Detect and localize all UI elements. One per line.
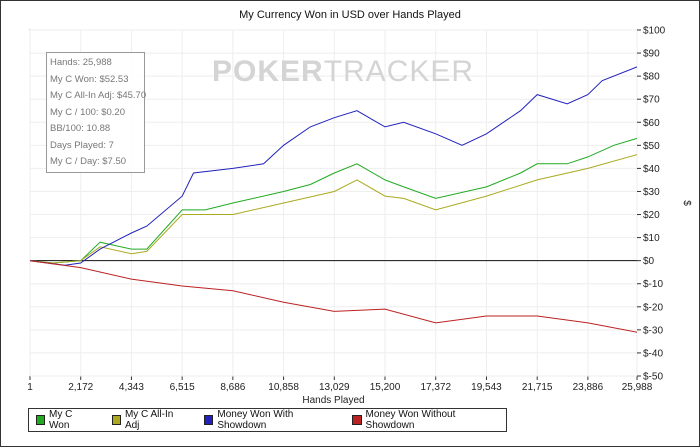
legend-item: My C All-In Adj [111, 409, 182, 431]
y-tick-label: $0 [643, 256, 655, 267]
stat-days: Days Played: 7 [50, 139, 114, 151]
series-line-money-won-without-showdown [29, 260, 638, 333]
series-line-my-c-won [29, 137, 638, 264]
stat-hands: Hands: 25,988 [50, 57, 112, 68]
legend-swatch [36, 415, 46, 425]
legend-item: My C Won [36, 409, 90, 431]
y-tick-label: $90 [643, 49, 660, 60]
x-tick-label: 13,029 [319, 382, 350, 393]
y-tick-label: $100 [643, 26, 666, 37]
x-tick-label: 21,715 [522, 382, 553, 393]
y-tick-label: $20 [643, 210, 660, 221]
x-axis-label: Hands Played [302, 395, 364, 406]
legend-item: Money Won Without Showdown [352, 409, 491, 431]
x-tick-label: 4,343 [119, 382, 144, 393]
x-tick-label: 1 [27, 382, 33, 393]
stat-per-day: My C / Day: $7.50 [50, 156, 127, 167]
y-tick-label: $30 [643, 187, 660, 198]
legend-swatch [204, 415, 214, 425]
chart-title: My Currency Won in USD over Hands Played [239, 9, 461, 21]
x-tick-label: 23,886 [573, 382, 604, 393]
legend-item: Money Won With Showdown [204, 409, 330, 431]
x-tick-label: 17,372 [420, 382, 451, 393]
series-line-my-c-all-in-adj [29, 154, 638, 264]
x-tick-label: 6,515 [170, 382, 195, 393]
x-tick-label: 10,858 [268, 382, 299, 393]
x-tick-label: 15,200 [370, 382, 401, 393]
y-tick-label: $70 [643, 95, 660, 106]
y-tick-label: $-40 [643, 348, 663, 359]
x-tick-label: 8,686 [220, 382, 245, 393]
x-tick-label: 19,543 [471, 382, 502, 393]
y-tick-label: $-30 [643, 325, 663, 336]
x-tick-label: 2,172 [68, 382, 93, 393]
stats-box: Hands: 25,988 My C Won: $52.53 My C All-… [46, 52, 147, 173]
stat-bb-100: BB/100: 10.88 [50, 123, 111, 134]
y-tick-label: $80 [643, 72, 660, 83]
stat-won: My C Won: $52.53 [50, 73, 129, 85]
legend-swatch [352, 415, 362, 425]
y-tick-label: $40 [643, 164, 660, 175]
y-tick-label: $50 [643, 141, 660, 152]
x-tick-label: 25,988 [622, 382, 653, 393]
stat-allin-adj: My C All-In Adj: $45.70 [50, 90, 147, 101]
y-tick-label: $-50 [643, 372, 663, 383]
legend: My C Won My C All-In Adj Money Won With … [28, 408, 507, 432]
stat-per-100: My C / 100: $0.20 [50, 106, 125, 118]
y-tick-label: $60 [643, 118, 660, 129]
y-tick-label: $10 [643, 233, 660, 244]
y-axis-label: $ [681, 200, 692, 206]
legend-swatch [111, 415, 121, 425]
y-tick-label: $-20 [643, 302, 663, 313]
y-tick-label: $-10 [643, 279, 663, 290]
series-line-money-won-with-showdown [29, 66, 638, 266]
